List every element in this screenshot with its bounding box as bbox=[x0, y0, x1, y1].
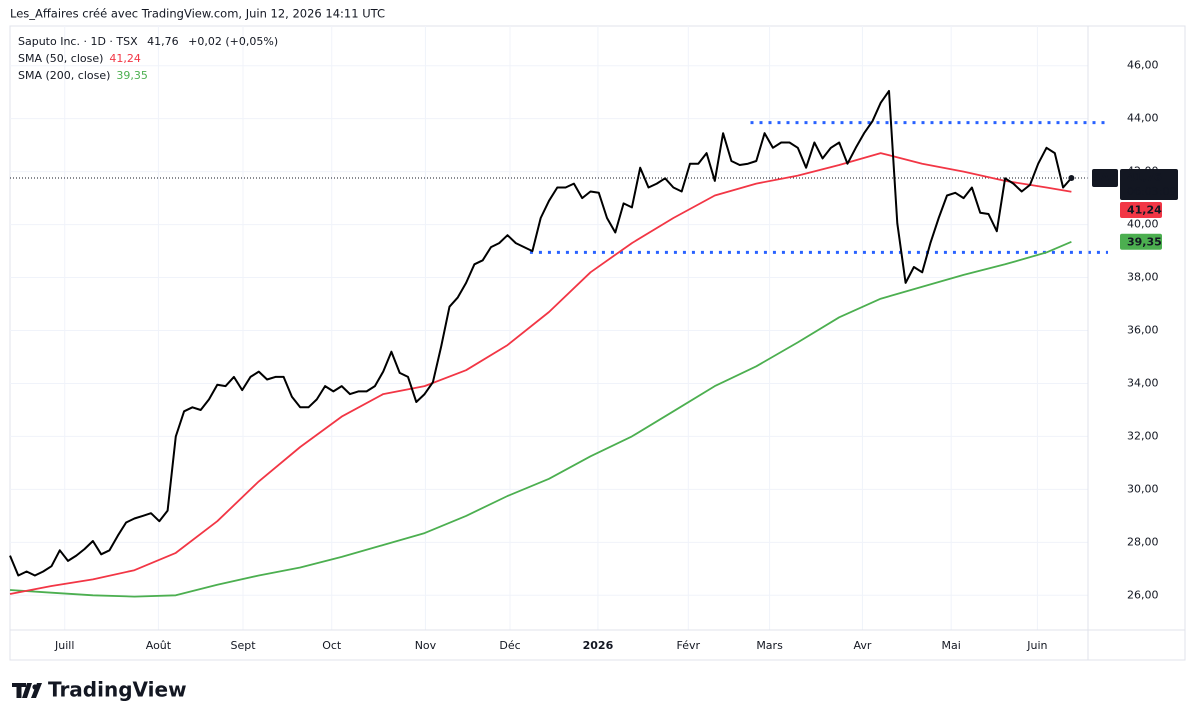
last-price: 41,76 bbox=[147, 35, 179, 48]
y-tick-label: 38,00 bbox=[1127, 271, 1159, 284]
logo: TradingView bbox=[12, 678, 187, 702]
y-tick-label: 26,00 bbox=[1127, 588, 1159, 601]
price-tag bbox=[1120, 201, 1162, 218]
x-tick-label: Juill bbox=[54, 639, 74, 652]
y-tick-label: 34,00 bbox=[1127, 376, 1159, 389]
x-tick-label: 2026 bbox=[583, 639, 614, 652]
legend-title: Saputo Inc. · 1D · TSX 41,76 +0,02 (+0,0… bbox=[18, 35, 278, 48]
legend-entry: SMA (50, close) 41,24 bbox=[18, 52, 141, 65]
legend-name: SMA (50, close) bbox=[18, 52, 103, 65]
legend: SMA (50, close) 41,24 SMA (200, close) 39,3… bbox=[18, 52, 148, 82]
y-tick-label: 30,00 bbox=[1127, 482, 1159, 495]
price-tag bbox=[1120, 233, 1162, 250]
axes: 26,00 28,00 30,00 32,00 34,00 36,00 38,00 40,00… bbox=[10, 26, 1185, 660]
symbol-name: Saputo Inc. · 1D · TSX bbox=[18, 35, 138, 48]
last-point bbox=[1068, 174, 1075, 181]
logo-mark bbox=[12, 683, 32, 698]
x-tick-label: Nov bbox=[415, 639, 437, 652]
x-tick-label: Oct bbox=[322, 639, 342, 652]
legend-value: 39,35 bbox=[116, 69, 148, 82]
price-tag-label: 41,76 bbox=[1127, 171, 1162, 184]
brand: TradingView bbox=[48, 678, 187, 702]
symbol-label: SAP bbox=[1093, 171, 1118, 184]
x-tick-label: Févr bbox=[677, 639, 701, 652]
y-tick-label: 40,00 bbox=[1127, 218, 1159, 231]
price-tag bbox=[1120, 168, 1178, 200]
series-line bbox=[9, 152, 1072, 595]
y-tick-label: 36,00 bbox=[1127, 324, 1159, 337]
legend-value: 41,24 bbox=[109, 52, 141, 65]
x-tick-label: Sept bbox=[230, 639, 256, 652]
x-tick-label: Mai bbox=[942, 639, 961, 652]
legend-entry: SMA (200, close) 39,35 bbox=[18, 69, 148, 82]
caption: Les_Affaires créé avec TradingView.com, … bbox=[10, 7, 385, 21]
x-tick-label: Avr bbox=[853, 639, 871, 652]
countdown: 06:03:09 bbox=[1127, 185, 1176, 198]
x-tick-label: Août bbox=[146, 639, 172, 652]
legend-name: SMA (200, close) bbox=[18, 69, 110, 82]
y-tick-label: 28,00 bbox=[1127, 535, 1159, 548]
x-tick-label: Mars bbox=[756, 639, 783, 652]
logo-mark bbox=[31, 683, 42, 698]
x-tick-label: Juin bbox=[1026, 639, 1047, 652]
y-tick-label: 32,00 bbox=[1127, 429, 1159, 442]
y-tick-label: 44,00 bbox=[1127, 112, 1159, 125]
price-tag-label: 41,24 bbox=[1127, 203, 1162, 216]
price-change: +0,02 (+0,05%) bbox=[188, 35, 278, 48]
series-line bbox=[9, 240, 1072, 598]
series-line bbox=[9, 89, 1073, 577]
plot bbox=[9, 89, 1108, 598]
symbol-tag bbox=[1092, 168, 1118, 187]
price-tag-label: 39,35 bbox=[1127, 235, 1162, 248]
y-tick-label: 46,00 bbox=[1127, 59, 1159, 72]
x-tick-label: Déc bbox=[499, 639, 520, 652]
